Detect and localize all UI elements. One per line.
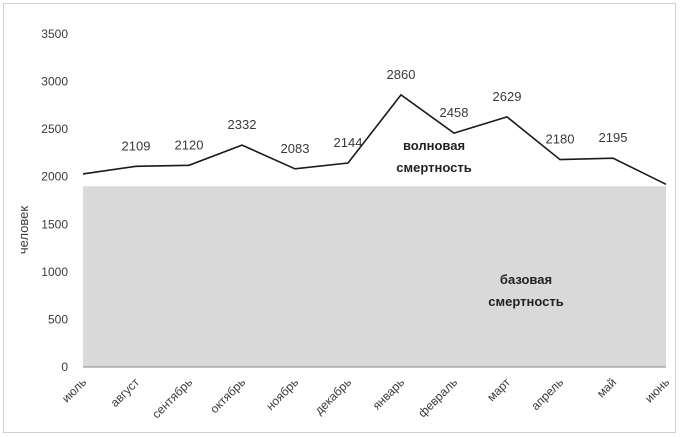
- y-axis: 0 500 1000 1500 2000 2500 3000 3500: [41, 27, 68, 374]
- y-tick-label: 2500: [41, 122, 68, 136]
- y-tick-label: 1000: [41, 265, 68, 279]
- x-tick-label: апрель: [528, 375, 566, 413]
- x-tick-label: март: [484, 375, 513, 404]
- data-label: 2195: [599, 130, 628, 145]
- base-mortality-area: [83, 186, 666, 367]
- y-tick-label: 2000: [41, 170, 68, 184]
- y-tick-label: 3000: [41, 75, 68, 89]
- x-tick-label: июль: [59, 375, 89, 405]
- data-label: 2860: [387, 67, 416, 82]
- x-tick-label: май: [594, 375, 619, 400]
- x-tick-label: декабрь: [312, 375, 354, 417]
- x-tick-label: сентябрь: [149, 375, 195, 421]
- y-tick-label: 500: [48, 312, 68, 326]
- x-tick-label: февраль: [415, 375, 460, 420]
- x-tick-label: август: [108, 375, 143, 410]
- data-label: 2332: [228, 117, 257, 132]
- data-label: 2120: [175, 137, 204, 152]
- data-label: 2083: [281, 141, 310, 156]
- y-axis-label: человек: [16, 206, 31, 255]
- series-line: [82, 93, 667, 186]
- data-label: 2458: [440, 105, 469, 120]
- base-mortality-label-line2: смертность: [488, 294, 563, 309]
- x-tick-label: январь: [370, 375, 407, 412]
- base-mortality-label-line1: базовая: [500, 272, 552, 287]
- y-tick-label: 1500: [41, 217, 68, 231]
- x-tick-label: июнь: [642, 375, 672, 405]
- wave-mortality-label-line2: смертность: [396, 160, 471, 175]
- x-tick-label: ноябрь: [263, 375, 301, 413]
- data-labels: 2109 2120 2332 2083 2144 2860 2458 2629 2180 2195: [122, 67, 628, 156]
- y-tick-label: 3500: [41, 27, 68, 41]
- data-label: 2180: [546, 132, 575, 147]
- data-label: 2144: [334, 135, 363, 150]
- wave-mortality-label-line1: волновая: [403, 138, 465, 153]
- x-tick-label: октябрь: [207, 375, 248, 416]
- y-tick-label: 0: [61, 360, 68, 374]
- data-label: 2629: [493, 89, 522, 104]
- data-label: 2109: [122, 138, 151, 153]
- x-axis: июль август сентябрь октябрь ноябрь декабрь ян…: [59, 366, 672, 421]
